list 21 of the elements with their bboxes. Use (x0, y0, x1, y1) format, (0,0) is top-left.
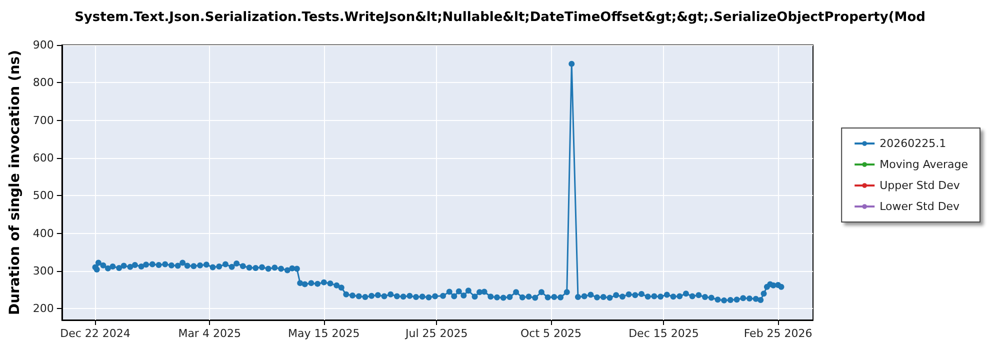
y-tick-label: 500 (32, 189, 54, 202)
y-tick-label: 900 (32, 38, 54, 52)
chart-title: System.Text.Json.Serialization.Tests.WriteJson&lt;Nullable&lt;DateTimeOffset&gt;&gt;.SerializeObjectProperty(Mod (74, 10, 926, 25)
x-tick-label: Oct 5 2025 (520, 327, 582, 340)
y-axis-title: Duration of single invocation (ns) (7, 50, 23, 316)
y-tick-label: 400 (32, 226, 54, 240)
legend-label: Upper Std Dev (880, 179, 960, 192)
legend-label: 20260225.1 (880, 137, 946, 150)
x-tick-label: Dec 22 2024 (60, 327, 130, 340)
y-tick-label: 300 (32, 264, 54, 278)
x-tick-label: Dec 15 2025 (628, 327, 699, 340)
legend-label: Moving Average (880, 158, 968, 171)
x-tick-label: Jul 25 2025 (404, 327, 468, 340)
y-tick-label: 700 (32, 114, 54, 127)
y-tick-label: 800 (32, 76, 54, 90)
x-tick-label: Feb 25 2026 (744, 327, 812, 340)
legend-label: Lower Std Dev (880, 200, 960, 213)
x-tick-label: Mar 4 2025 (178, 327, 241, 340)
x-tick-label: May 15 2025 (288, 327, 360, 340)
y-tick-label: 200 (32, 302, 54, 316)
y-tick-label: 600 (32, 152, 54, 165)
